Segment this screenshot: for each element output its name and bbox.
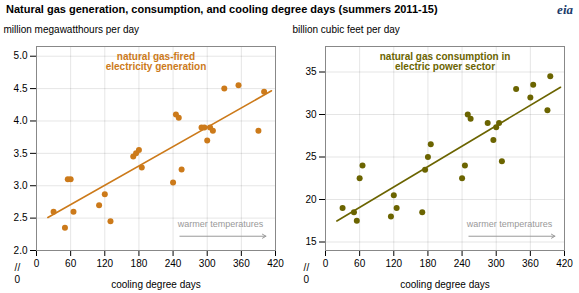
- svg-text:25: 25: [305, 151, 317, 162]
- svg-text:30: 30: [305, 109, 317, 120]
- svg-text:240: 240: [454, 258, 471, 269]
- svg-text:300: 300: [199, 258, 216, 269]
- svg-text:420: 420: [267, 258, 284, 269]
- svg-text:240: 240: [165, 258, 182, 269]
- svg-text:2.5: 2.5: [14, 212, 28, 223]
- svg-text:300: 300: [488, 258, 505, 269]
- svg-text:15: 15: [305, 236, 317, 247]
- svg-text:natural gas-firedelectricity g: natural gas-firedelectricity generation: [106, 51, 207, 72]
- svg-text:0: 0: [323, 258, 329, 269]
- html-text:Natural gas generation, consum: Natural gas generation, consumption, and…: [6, 3, 438, 15]
- svg-text:warmer temperatures: warmer temperatures: [466, 219, 553, 229]
- svg-text:420: 420: [556, 258, 573, 269]
- svg-text:360: 360: [522, 258, 539, 269]
- svg-text:120: 120: [385, 258, 402, 269]
- svg-text:warmer temperatures: warmer temperatures: [177, 219, 264, 229]
- svg-text://: //: [304, 262, 310, 273]
- svg-text:cooling degree days: cooling degree days: [400, 279, 490, 290]
- svg-text:0: 0: [15, 274, 21, 285]
- svg-text:20: 20: [305, 194, 317, 205]
- svg-text:5.0: 5.0: [14, 50, 28, 61]
- svg-text:120: 120: [96, 258, 113, 269]
- svg-text:60: 60: [354, 258, 366, 269]
- svg-text:billion cubic feet per day: billion cubic feet per day: [293, 24, 400, 35]
- svg-text:0: 0: [34, 258, 40, 269]
- svg-text:natural gas consumption inelec: natural gas consumption inelectric power…: [380, 51, 511, 72]
- svg-text:60: 60: [65, 258, 77, 269]
- html-text:eia: eia: [557, 2, 573, 17]
- svg-text:3.5: 3.5: [14, 148, 28, 159]
- svg-text://: //: [15, 262, 21, 273]
- svg-text:360: 360: [233, 258, 250, 269]
- svg-text:2.0: 2.0: [14, 245, 28, 256]
- svg-text:180: 180: [131, 258, 148, 269]
- svg-text:0: 0: [304, 274, 310, 285]
- svg-text:35: 35: [305, 66, 317, 77]
- svg-text:180: 180: [420, 258, 437, 269]
- svg-text:4.5: 4.5: [14, 83, 28, 94]
- svg-text:cooling degree days: cooling degree days: [111, 279, 201, 290]
- svg-text:4.0: 4.0: [14, 115, 28, 126]
- svg-text:million megawatthours per day: million megawatthours per day: [4, 24, 140, 35]
- svg-text:3.0: 3.0: [14, 180, 28, 191]
